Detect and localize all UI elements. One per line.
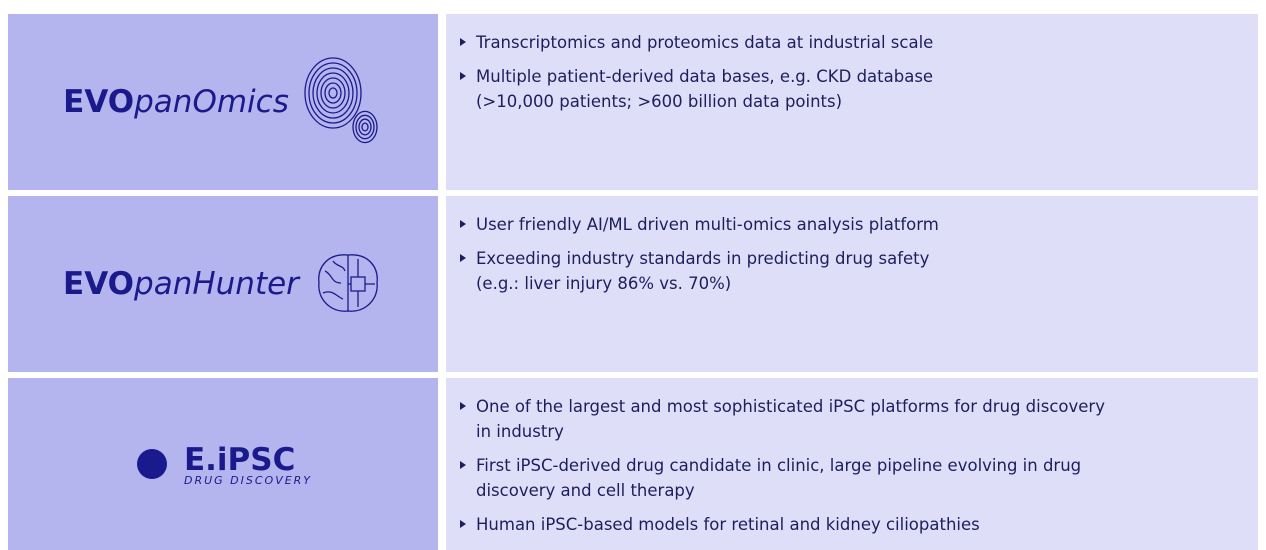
bullet: First iPSC-derived drug candidate in cli… (460, 453, 1258, 503)
logo-bold: E.iPSC (183, 441, 296, 478)
bullet-line: Transcriptomics and proteomics data at i… (476, 33, 934, 52)
bullet: One of the largest and most sophisticate… (460, 394, 1258, 444)
bullet-line: Multiple patient-derived data bases, e.g… (476, 67, 934, 86)
row: EVOpanHunter User friendly AI/ML driven m… (8, 196, 1258, 372)
logo-bold: EVO (63, 266, 135, 302)
row: EVOpanOmics Transcriptomics and proteomic… (8, 14, 1258, 190)
logo-cell: E.iPSC DRUG DISCOVERY (8, 378, 438, 550)
logo-tagline: DRUG DISCOVERY (183, 473, 313, 487)
bullet: User friendly AI/ML driven multi-omics a… (460, 212, 1258, 237)
logo-icon (136, 449, 167, 479)
logo-italic: panHunter (134, 266, 299, 302)
bullet-line: One of the largest and most sophisticate… (476, 397, 1105, 416)
logo-cell: EVOpanHunter (8, 196, 438, 372)
bullet-cell: One of the largest and most sophisticate… (446, 378, 1258, 550)
row: E.iPSC DRUG DISCOVERY One of the largest a… (8, 378, 1258, 550)
bullet-line: User friendly AI/ML driven multi-omics a… (476, 215, 939, 234)
bullet: Transcriptomics and proteomics data at i… (460, 30, 1258, 55)
bullet-line: (>10,000 patients; >600 billion data poi… (476, 92, 843, 111)
logo-icon (318, 254, 378, 312)
logo: E.iPSC DRUG DISCOVERY (184, 442, 312, 487)
bullet-line: First iPSC-derived drug candidate in cli… (476, 456, 1082, 475)
bullet-line: (e.g.: liver injury 86% vs. 70%) (476, 274, 732, 293)
logo-italic: panOmics (134, 84, 289, 120)
logo: EVOpanHunter (63, 266, 299, 302)
bullet-line: Exceeding industry standards in predicti… (476, 249, 930, 268)
logo-bold: EVO (63, 84, 135, 120)
bullet: Multiple patient-derived data bases, e.g… (460, 64, 1258, 114)
bullet-cell: User friendly AI/ML driven multi-omics a… (446, 196, 1258, 372)
bullet-line: in industry (476, 422, 564, 441)
bullet: Human iPSC-based models for retinal and … (460, 512, 1258, 537)
bullet-cell: Transcriptomics and proteomics data at i… (446, 14, 1258, 190)
logo-cell: EVOpanOmics (8, 14, 438, 190)
logo-icon (304, 57, 378, 144)
logo: EVOpanOmics (63, 84, 289, 120)
bullet: Exceeding industry standards in predicti… (460, 246, 1258, 296)
bullet-line: Human iPSC-based models for retinal and … (476, 515, 980, 534)
bullet-line: discovery and cell therapy (476, 481, 695, 500)
